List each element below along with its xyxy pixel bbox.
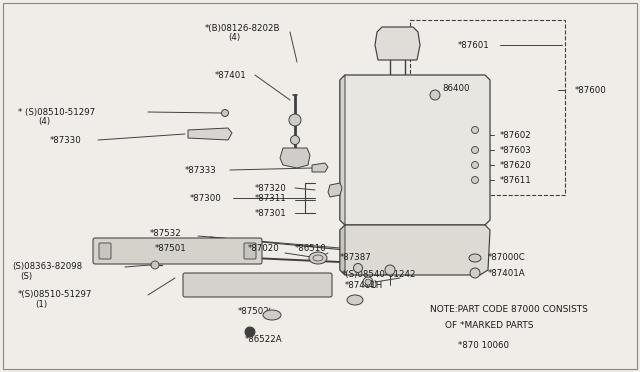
Text: *870 10060: *870 10060 <box>458 340 509 350</box>
Text: * (S)08510-51297: * (S)08510-51297 <box>18 108 95 116</box>
Text: *87611: *87611 <box>500 176 532 185</box>
FancyBboxPatch shape <box>183 273 332 297</box>
Text: *(S)08540-61242: *(S)08540-61242 <box>342 270 417 279</box>
Circle shape <box>289 114 301 126</box>
Polygon shape <box>340 225 490 275</box>
Text: (4): (4) <box>38 116 50 125</box>
Polygon shape <box>280 148 310 168</box>
Text: *87401A: *87401A <box>488 269 525 278</box>
Text: *86510: *86510 <box>295 244 327 253</box>
Circle shape <box>472 126 479 134</box>
Polygon shape <box>328 183 342 197</box>
Text: *86522A: *86522A <box>245 336 283 344</box>
Text: *(B)08126-8202B: *(B)08126-8202B <box>205 23 280 32</box>
FancyBboxPatch shape <box>93 238 262 264</box>
Polygon shape <box>312 163 328 172</box>
Text: NOTE:PART CODE 87000 CONSISTS: NOTE:PART CODE 87000 CONSISTS <box>430 305 588 314</box>
Text: *87401: *87401 <box>215 71 247 80</box>
Polygon shape <box>375 27 420 60</box>
Text: *87387: *87387 <box>340 253 372 263</box>
Text: *87330: *87330 <box>50 135 82 144</box>
Ellipse shape <box>347 295 363 305</box>
Text: *87501: *87501 <box>155 244 187 253</box>
Ellipse shape <box>309 252 327 264</box>
Text: *87532: *87532 <box>150 228 182 237</box>
Text: *87333: *87333 <box>185 166 217 174</box>
Text: (4): (4) <box>228 32 240 42</box>
Text: *87320: *87320 <box>255 183 287 192</box>
Text: *87000C: *87000C <box>488 253 525 263</box>
Text: *87401H: *87401H <box>345 280 383 289</box>
Circle shape <box>472 176 479 183</box>
Text: *87620: *87620 <box>500 160 532 170</box>
Text: *87020: *87020 <box>248 244 280 253</box>
Text: *87603: *87603 <box>500 145 532 154</box>
Circle shape <box>221 109 228 116</box>
Text: *87502: *87502 <box>238 308 269 317</box>
Circle shape <box>385 265 395 275</box>
Ellipse shape <box>263 310 281 320</box>
Circle shape <box>245 327 255 337</box>
Polygon shape <box>340 75 490 225</box>
Text: *87600: *87600 <box>575 86 607 94</box>
Circle shape <box>151 261 159 269</box>
Circle shape <box>472 147 479 154</box>
Text: *87311: *87311 <box>255 193 287 202</box>
Polygon shape <box>340 225 345 275</box>
Text: *87602: *87602 <box>500 131 532 140</box>
Text: *87601: *87601 <box>458 41 490 49</box>
Text: *87301: *87301 <box>255 208 287 218</box>
Text: OF *MARKED PARTS: OF *MARKED PARTS <box>445 321 534 330</box>
Text: *87300: *87300 <box>190 193 221 202</box>
Ellipse shape <box>469 254 481 262</box>
Text: (S)08363-82098: (S)08363-82098 <box>12 263 82 272</box>
Text: *(S)08510-51297: *(S)08510-51297 <box>18 291 92 299</box>
FancyBboxPatch shape <box>99 243 111 259</box>
Circle shape <box>365 279 371 285</box>
Circle shape <box>472 161 479 169</box>
Polygon shape <box>340 75 345 225</box>
Text: (S): (S) <box>20 272 32 280</box>
Circle shape <box>430 90 440 100</box>
Circle shape <box>353 263 362 273</box>
Text: (1): (1) <box>35 299 47 308</box>
FancyBboxPatch shape <box>244 243 256 259</box>
Text: (1): (1) <box>365 279 377 289</box>
Circle shape <box>291 135 300 144</box>
Polygon shape <box>188 128 232 140</box>
Text: 86400: 86400 <box>442 83 470 93</box>
Circle shape <box>470 268 480 278</box>
